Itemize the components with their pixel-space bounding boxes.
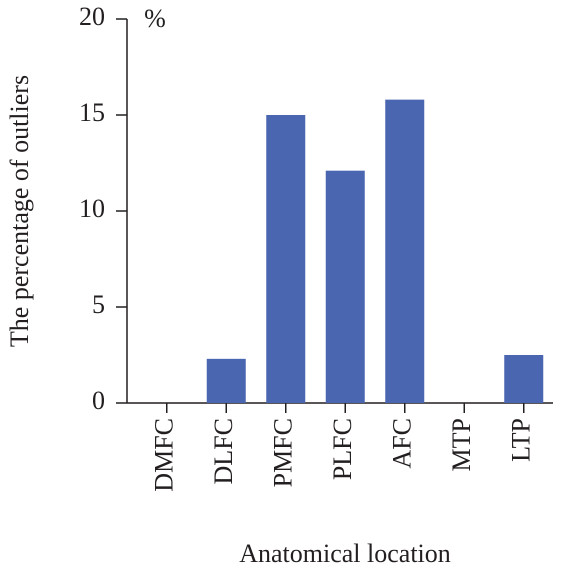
y-tick-label: 20: [79, 2, 105, 31]
bar: [504, 355, 544, 403]
bar: [325, 170, 365, 403]
bar: [385, 99, 425, 403]
unit-annotation: %: [144, 4, 166, 33]
x-tick-label: DLFC: [209, 418, 238, 484]
x-tick-label: PLFC: [328, 418, 357, 480]
bar: [266, 115, 306, 403]
y-tick-label: 10: [79, 194, 105, 223]
x-tick-label: PMFC: [269, 418, 298, 487]
y-tick-label: 0: [92, 386, 105, 415]
x-tick-label: LTP: [507, 418, 536, 462]
y-tick-label: 5: [92, 290, 105, 319]
x-tick-label: AFC: [388, 418, 417, 469]
y-tick-label: 15: [79, 98, 105, 127]
x-tick-label: MTP: [447, 418, 476, 471]
bar: [206, 358, 246, 403]
x-tick-label: DMFC: [150, 418, 179, 492]
y-axis-title: The percentage of outliers: [5, 75, 34, 347]
x-axis-title: Anatomical location: [239, 539, 451, 568]
